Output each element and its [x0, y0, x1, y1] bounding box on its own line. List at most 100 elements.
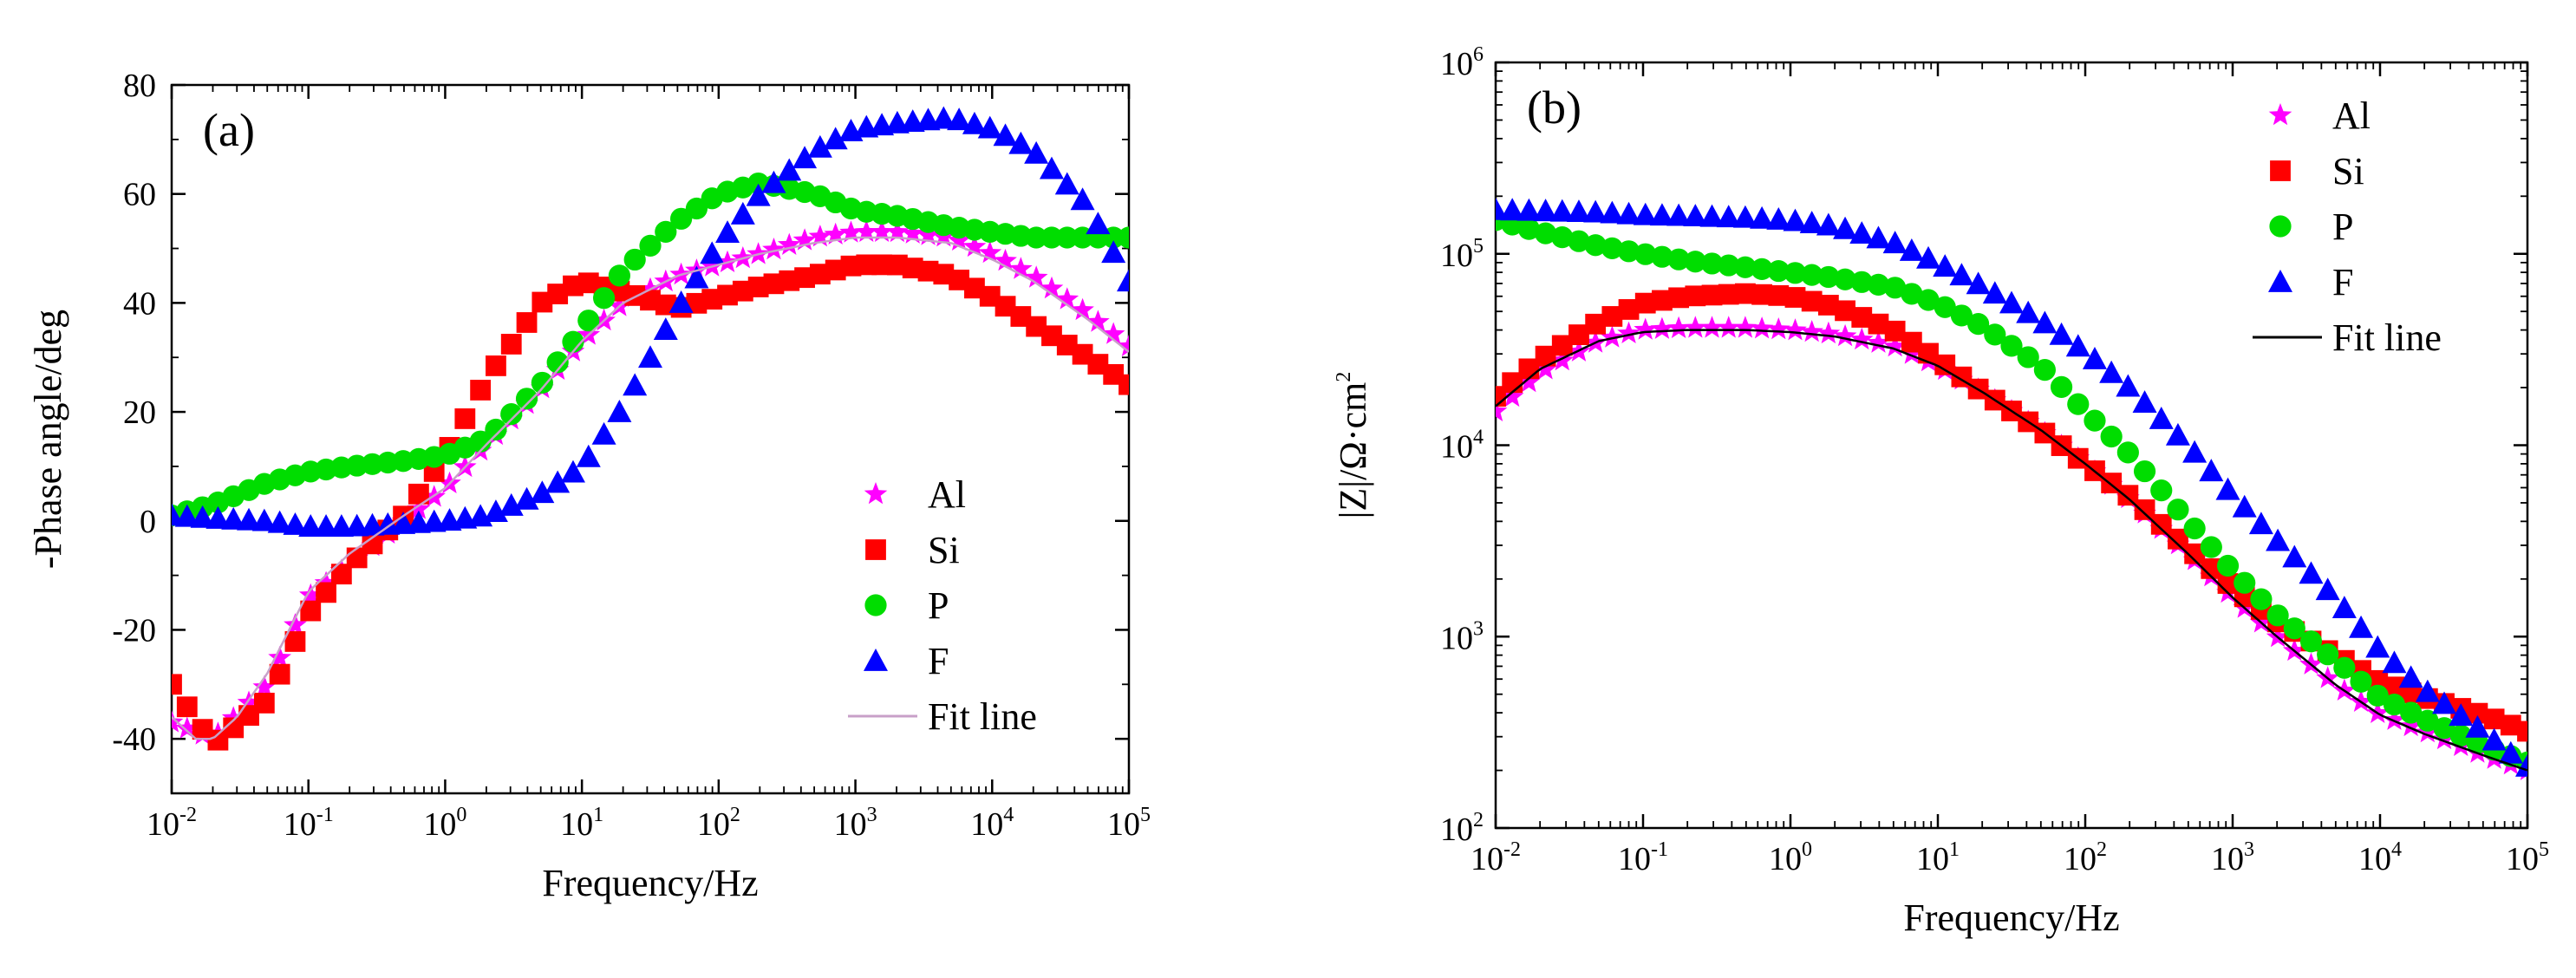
data-point-al [700, 254, 724, 277]
data-point-p [685, 197, 708, 220]
x-tick-label-exponent: 5 [2539, 838, 2549, 861]
data-point-p [2050, 375, 2073, 398]
data-point-f [2165, 422, 2190, 446]
data-point-p [2283, 617, 2305, 640]
panel-label: (b) [1527, 82, 1581, 134]
data-point-p [1056, 226, 1079, 249]
data-point-p [1734, 256, 1757, 278]
data-point-si [1784, 287, 1806, 308]
data-point-f [2082, 347, 2107, 369]
data-point-f [1750, 205, 1775, 229]
data-point-p [2200, 536, 2222, 558]
data-point-f [2049, 322, 2074, 345]
x-tick-label-base: 10 [2506, 841, 2539, 877]
data-point-si [1884, 320, 1906, 342]
x-tick-label: 105 [1107, 804, 1151, 843]
data-point-si [2467, 702, 2488, 724]
data-point-f [1866, 225, 1891, 249]
data-point-si [284, 631, 306, 652]
y-tick-label: 0 [140, 504, 156, 540]
legend-label-al: Al [928, 473, 966, 516]
data-point-f [2415, 679, 2440, 702]
data-point-p [1700, 252, 1724, 275]
legend: Al Si PF Fit line [848, 473, 1037, 738]
data-point-f [1799, 211, 1824, 233]
x-tick-label-exponent: 3 [2244, 838, 2254, 861]
data-point-p [2317, 643, 2339, 666]
data-point-p [2116, 441, 2139, 464]
x-tick-label-exponent: 1 [1949, 838, 1960, 861]
data-point-al [916, 223, 940, 245]
data-point-al [962, 234, 987, 258]
data-point-f [792, 146, 818, 169]
data-point-f [1024, 140, 1049, 164]
data-point-si [1652, 290, 1673, 311]
series-f [172, 106, 1129, 537]
legend-marker-al [2268, 103, 2292, 126]
data-point-al [1849, 327, 1874, 350]
data-point-f [1933, 254, 1958, 277]
data-point-al [777, 232, 801, 255]
x-tick-label-base: 10 [2211, 841, 2244, 877]
data-point-si [486, 355, 506, 376]
data-point-p [1801, 264, 1823, 286]
data-point-f [1583, 199, 1608, 223]
data-point-f [2515, 753, 2527, 777]
data-point-p [1917, 289, 1940, 311]
data-point-f [1008, 131, 1034, 154]
data-point-f [1070, 187, 1095, 211]
data-point-f [267, 510, 292, 533]
data-point-f [1816, 212, 1841, 236]
data-point-p [1901, 283, 1923, 305]
legend-marker-f [864, 649, 888, 671]
x-tick-label-base: 10 [1769, 841, 1802, 877]
data-point-f [1101, 240, 1126, 264]
data-point-si [454, 408, 476, 429]
x-tick-label: 103 [2211, 838, 2254, 877]
data-point-al [994, 248, 1017, 271]
x-tick-label: 103 [834, 804, 877, 843]
y-tick-label-base: 10 [1440, 46, 1473, 82]
panel-a: 10-2 10-1 100 101 102 103 104 105-40-2002040608… [27, 68, 1151, 904]
data-point-f [1882, 231, 1908, 254]
x-tick-label-base: 10 [1471, 841, 1503, 877]
x-tick-label: 101 [1916, 838, 1960, 877]
data-point-p [1601, 237, 1623, 259]
x-tick-label: 100 [423, 804, 466, 843]
data-point-f [962, 111, 987, 134]
data-point-f [715, 220, 740, 244]
legend: Al Si PF Fit line [2253, 95, 2442, 359]
legend-marker-si [2270, 160, 2291, 181]
data-point-f [2498, 740, 2523, 764]
data-point-si [172, 674, 182, 695]
x-tick-label: 101 [560, 804, 603, 843]
data-point-p [2449, 724, 2472, 747]
data-point-p [562, 330, 584, 353]
data-point-al [947, 228, 971, 251]
y-tick-label: 102 [1440, 809, 1484, 848]
x-tick-label-exponent: -1 [1651, 838, 1668, 861]
data-point-f [1916, 245, 1941, 269]
data-point-p [485, 418, 507, 441]
data-point-f [2099, 360, 2124, 383]
data-point-f [2215, 477, 2240, 500]
y-tick-label-base: 10 [1440, 238, 1473, 274]
data-point-f [1766, 207, 1791, 230]
data-point-p [2299, 630, 2323, 653]
data-point-si [316, 582, 336, 603]
data-point-f [576, 444, 601, 467]
x-tick-label-exponent: -1 [316, 804, 334, 826]
legend-marker-si [865, 539, 886, 560]
data-point-f [746, 183, 771, 206]
legend-marker-p [2269, 215, 2292, 238]
data-point-f [1899, 238, 1924, 261]
data-point-p [655, 220, 677, 243]
data-point-si [1701, 284, 1723, 306]
data-point-f [1516, 198, 1542, 221]
data-point-p [1834, 268, 1856, 290]
data-point-al [1101, 322, 1125, 344]
data-point-f [2331, 596, 2357, 618]
x-tick-label-exponent: 0 [1802, 838, 1812, 861]
data-point-si [1817, 295, 1839, 316]
data-point-p [2167, 499, 2189, 521]
